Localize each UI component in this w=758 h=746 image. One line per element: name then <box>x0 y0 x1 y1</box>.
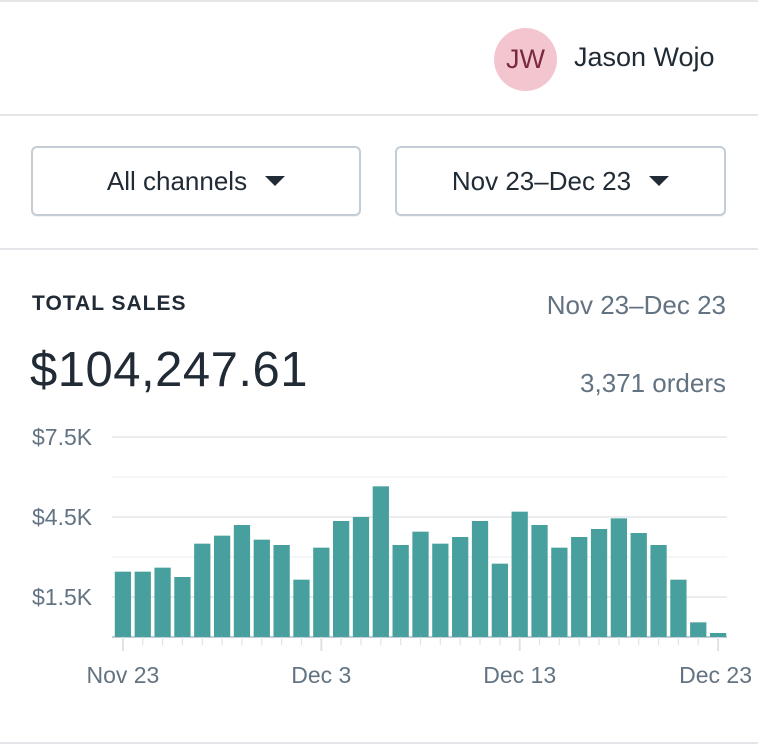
bar <box>293 579 310 637</box>
bar <box>709 633 727 637</box>
bar <box>333 521 350 637</box>
bar <box>412 531 429 637</box>
bar <box>392 545 409 637</box>
bar <box>432 543 449 637</box>
bar <box>134 571 151 637</box>
bar <box>630 533 647 637</box>
x-tick-label: Dec 23 <box>679 662 752 688</box>
date-range-select[interactable]: Nov 23–Dec 23 <box>395 146 726 216</box>
bar <box>571 537 588 637</box>
bar <box>253 539 270 637</box>
bar <box>670 579 687 637</box>
bar <box>352 517 370 637</box>
y-tick-label: $7.5K <box>32 424 93 450</box>
x-tick-label: Dec 3 <box>291 662 351 688</box>
bar <box>273 545 290 637</box>
bar <box>313 547 330 637</box>
bar <box>531 525 548 637</box>
bar <box>233 525 251 637</box>
channel-select-value: All channels <box>106 165 248 196</box>
bar <box>452 537 469 637</box>
y-tick-label: $4.5K <box>32 504 93 530</box>
bar <box>650 545 667 637</box>
x-tick-label: Nov 23 <box>86 662 159 688</box>
bar <box>114 571 132 637</box>
x-tick-label: Dec 13 <box>483 662 556 688</box>
card-title: TOTAL SALES <box>32 292 187 315</box>
total-sales-value: $104,247.61 <box>30 343 308 397</box>
filter-bar: All channels Nov 23–Dec 23 <box>0 116 758 250</box>
top-bar: JW Jason Wojo <box>0 2 758 116</box>
total-sales-card: TOTAL SALES Nov 23–Dec 23 $104,247.61 3,… <box>0 250 758 744</box>
bar <box>590 529 608 637</box>
bar <box>610 518 628 637</box>
orders-count: 3,371 orders <box>580 368 726 398</box>
bar <box>471 521 489 637</box>
bar <box>194 543 211 637</box>
bar <box>491 563 508 637</box>
channel-select[interactable]: All channels <box>31 146 361 216</box>
date-range-select-value: Nov 23–Dec 23 <box>451 165 632 196</box>
caret-down-icon <box>265 176 286 186</box>
bar <box>174 577 191 637</box>
bar <box>213 535 231 637</box>
caret-down-icon <box>649 176 670 186</box>
y-tick-label: $1.5K <box>32 584 93 610</box>
user-name[interactable]: Jason Wojo <box>574 42 715 72</box>
bar <box>551 547 568 637</box>
top-divider <box>0 0 758 2</box>
card-date-range: Nov 23–Dec 23 <box>546 290 726 320</box>
bar <box>511 511 528 637</box>
avatar[interactable]: JW <box>494 28 557 91</box>
bar <box>372 486 389 637</box>
sales-bar-chart: $7.5K $4.5K $1.5K Nov 23 Dec 3 Dec 13 Dec 23 <box>32 424 752 688</box>
bar <box>154 567 171 637</box>
bar <box>690 622 707 637</box>
avatar-initials: JW <box>506 44 545 74</box>
